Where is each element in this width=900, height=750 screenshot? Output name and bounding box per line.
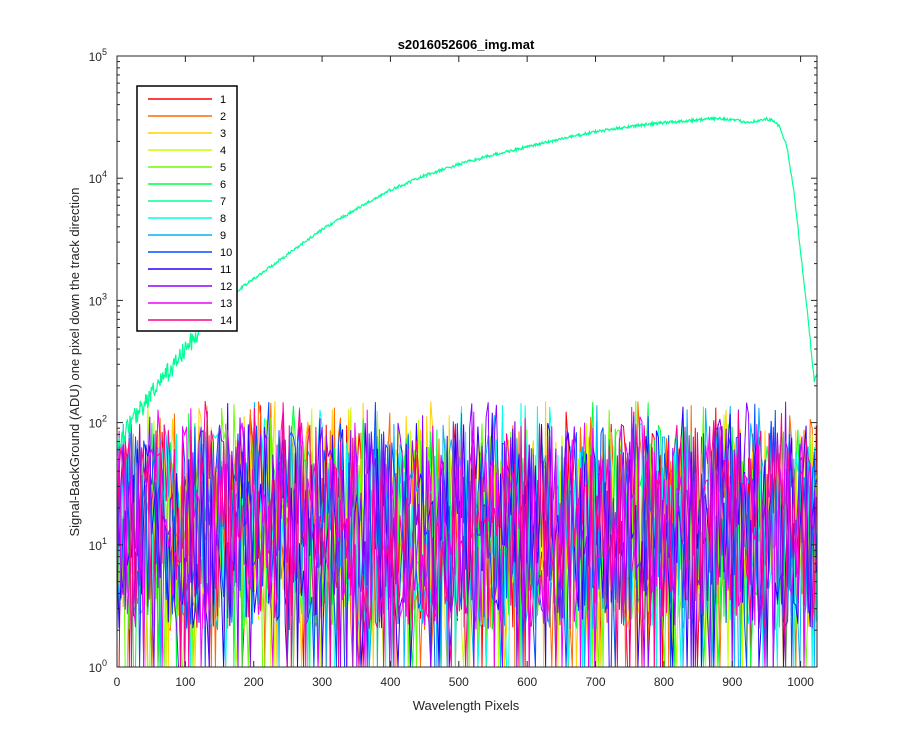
y-tick-label: 101: [89, 536, 107, 553]
x-tick-label: 500: [449, 675, 469, 689]
x-tick-label: 900: [722, 675, 742, 689]
legend-label-3: 3: [220, 128, 226, 140]
x-tick-label: 700: [586, 675, 606, 689]
x-tick-label: 300: [312, 675, 332, 689]
plot-frame: [116, 55, 818, 668]
x-tick-label: 600: [517, 675, 537, 689]
legend-label-13: 13: [220, 298, 232, 310]
x-tick-label: 800: [654, 675, 674, 689]
legend-label-14: 14: [220, 315, 232, 327]
legend-label-2: 2: [220, 111, 226, 123]
legend-label-10: 10: [220, 247, 232, 259]
x-axis-label: Wavelength Pixels: [413, 698, 520, 713]
legend-label-11: 11: [220, 264, 231, 276]
y-tick-label: 100: [89, 658, 107, 675]
x-tick-label: 400: [380, 675, 400, 689]
axis-ticks: 0 100 200 300 400 500 600 700 800 900 100010010110…: [89, 47, 817, 689]
series-line-12: [116, 401, 817, 668]
series-line-14: [116, 401, 817, 668]
y-tick-label: 105: [89, 47, 107, 64]
noise-series-group: [116, 401, 817, 668]
legend-label-12: 12: [220, 281, 232, 293]
legend-box: [136, 85, 238, 332]
x-tick-label: 200: [244, 675, 264, 689]
chart-title: s2016052606_img.mat: [398, 37, 535, 52]
y-axis-label: Signal-BackGround (ADU) one pixel down t…: [67, 187, 82, 536]
legend-label-5: 5: [220, 162, 226, 174]
x-tick-label: 100: [175, 675, 195, 689]
x-tick-label: 1000: [787, 675, 814, 689]
legend-label-1: 1: [220, 94, 226, 106]
legend-label-9: 9: [220, 230, 226, 242]
legend-label-4: 4: [220, 145, 226, 157]
y-tick-label: 103: [89, 291, 107, 308]
legend-label-8: 8: [220, 213, 226, 225]
y-tick-label: 102: [89, 414, 107, 431]
y-tick-label: 104: [89, 169, 107, 186]
legend-label-6: 6: [220, 179, 226, 191]
legend-label-7: 7: [220, 196, 226, 208]
x-tick-label: 0: [114, 675, 121, 689]
